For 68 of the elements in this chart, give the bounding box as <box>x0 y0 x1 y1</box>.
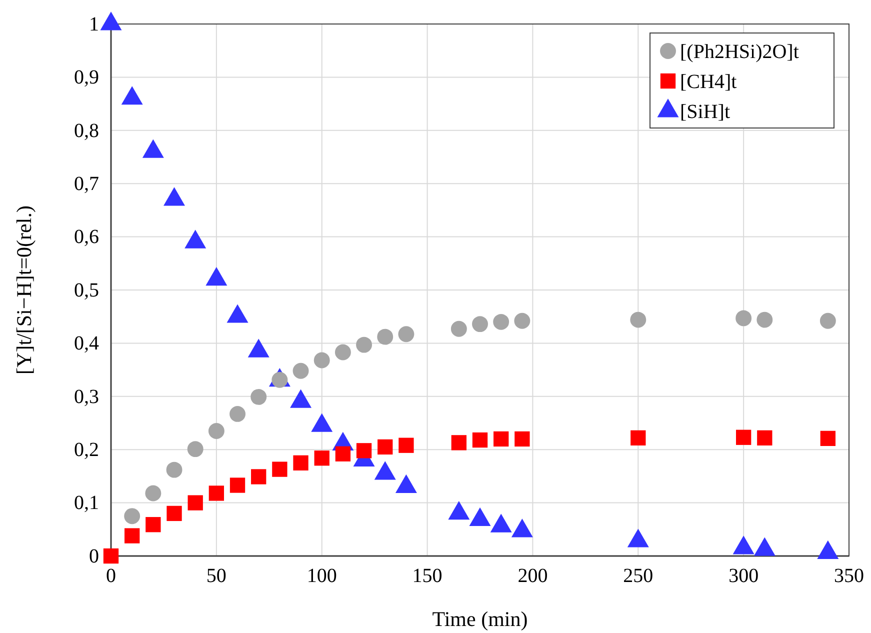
point <box>378 439 393 455</box>
point <box>472 316 488 332</box>
point <box>187 441 204 458</box>
point <box>736 430 752 445</box>
point <box>272 462 288 477</box>
point <box>514 312 530 329</box>
point <box>736 310 752 326</box>
x-tick-label: 200 <box>518 565 548 588</box>
x-tick-label: 50 <box>206 565 226 588</box>
legend-label: [CH4]t <box>680 71 738 93</box>
point <box>250 388 267 405</box>
legend-label: [SiH]t <box>680 101 730 123</box>
point <box>472 432 488 448</box>
point <box>630 312 646 328</box>
point <box>398 326 414 342</box>
point <box>335 446 351 462</box>
point <box>493 314 510 330</box>
y-axis-title: [Y]t/[Si−H]t=0(rel.) <box>12 206 36 374</box>
point <box>630 430 646 446</box>
y-tick-label: 0,8 <box>74 120 99 142</box>
y-tick-label: 0,4 <box>74 332 99 355</box>
point <box>208 423 224 439</box>
point <box>450 320 467 337</box>
point <box>145 485 162 502</box>
point <box>398 438 414 453</box>
point <box>103 548 119 564</box>
point <box>820 430 836 446</box>
x-axis-title: Time (min) <box>432 607 528 631</box>
point <box>494 431 509 447</box>
x-tick-label: 150 <box>412 565 442 588</box>
x-tick-label: 300 <box>728 565 759 588</box>
point <box>124 528 140 544</box>
point <box>756 312 773 328</box>
y-tick-label: 0,5 <box>74 279 99 302</box>
point <box>166 462 182 478</box>
y-tick-label: 0,1 <box>74 492 99 514</box>
x-tick-label: 350 <box>834 565 864 588</box>
point <box>820 312 836 329</box>
legend-label: [(Ph2HSi)2O]t <box>680 41 800 63</box>
y-tick-label: 0,7 <box>74 173 99 195</box>
x-tick-label: 0 <box>106 565 116 588</box>
point <box>451 435 466 450</box>
point <box>314 450 330 466</box>
y-tick-label: 0,2 <box>74 439 99 461</box>
y-tick-label: 0,3 <box>74 386 99 408</box>
y-tick-label: 0,6 <box>74 226 99 248</box>
point <box>208 486 224 501</box>
point <box>146 517 161 532</box>
y-tick-label: 1 <box>89 13 99 36</box>
point <box>514 431 530 447</box>
point <box>377 328 394 345</box>
point <box>251 469 266 484</box>
point <box>166 506 182 522</box>
point <box>188 495 203 510</box>
point <box>293 455 308 470</box>
point <box>230 406 246 422</box>
point <box>292 362 309 379</box>
y-tick-label: 0,9 <box>74 66 99 89</box>
point <box>757 430 772 446</box>
point <box>230 478 246 493</box>
y-tick-label: 0 <box>89 545 99 568</box>
point <box>356 443 372 458</box>
point <box>334 344 351 360</box>
x-tick-label: 100 <box>306 565 337 588</box>
point <box>314 352 330 368</box>
point <box>124 508 140 524</box>
point <box>356 336 372 353</box>
x-tick-label: 250 <box>623 565 654 588</box>
